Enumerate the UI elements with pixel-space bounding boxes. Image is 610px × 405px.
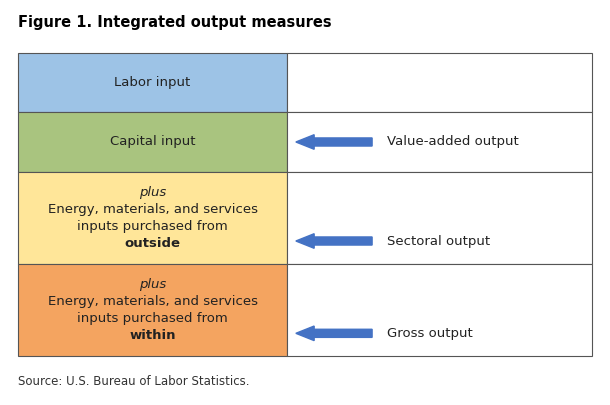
Bar xyxy=(287,172,592,264)
Text: Value-added output: Value-added output xyxy=(387,136,519,149)
Text: Source: U.S. Bureau of Labor Statistics.: Source: U.S. Bureau of Labor Statistics. xyxy=(18,375,250,388)
Text: Figure 1. Integrated output measures: Figure 1. Integrated output measures xyxy=(18,15,332,30)
Text: Gross output: Gross output xyxy=(387,327,473,340)
Text: outside: outside xyxy=(124,237,181,250)
Bar xyxy=(18,112,287,172)
FancyArrow shape xyxy=(296,326,372,341)
Text: Energy, materials, and services: Energy, materials, and services xyxy=(48,203,257,216)
Text: Labor input: Labor input xyxy=(115,76,190,89)
FancyArrow shape xyxy=(296,234,372,248)
Bar xyxy=(18,172,287,264)
Bar xyxy=(18,53,287,112)
Bar xyxy=(287,112,592,172)
Text: plus: plus xyxy=(139,278,166,291)
FancyArrow shape xyxy=(296,135,372,149)
Text: Energy, materials, and services: Energy, materials, and services xyxy=(48,295,257,308)
Text: plus: plus xyxy=(139,186,166,199)
Text: Capital input: Capital input xyxy=(110,136,195,149)
Bar xyxy=(18,264,287,356)
Text: within: within xyxy=(129,329,176,342)
Text: inputs purchased from: inputs purchased from xyxy=(77,312,228,325)
Bar xyxy=(287,53,592,112)
Text: inputs purchased from: inputs purchased from xyxy=(77,220,228,233)
Text: Sectoral output: Sectoral output xyxy=(387,234,490,247)
Bar xyxy=(287,264,592,356)
